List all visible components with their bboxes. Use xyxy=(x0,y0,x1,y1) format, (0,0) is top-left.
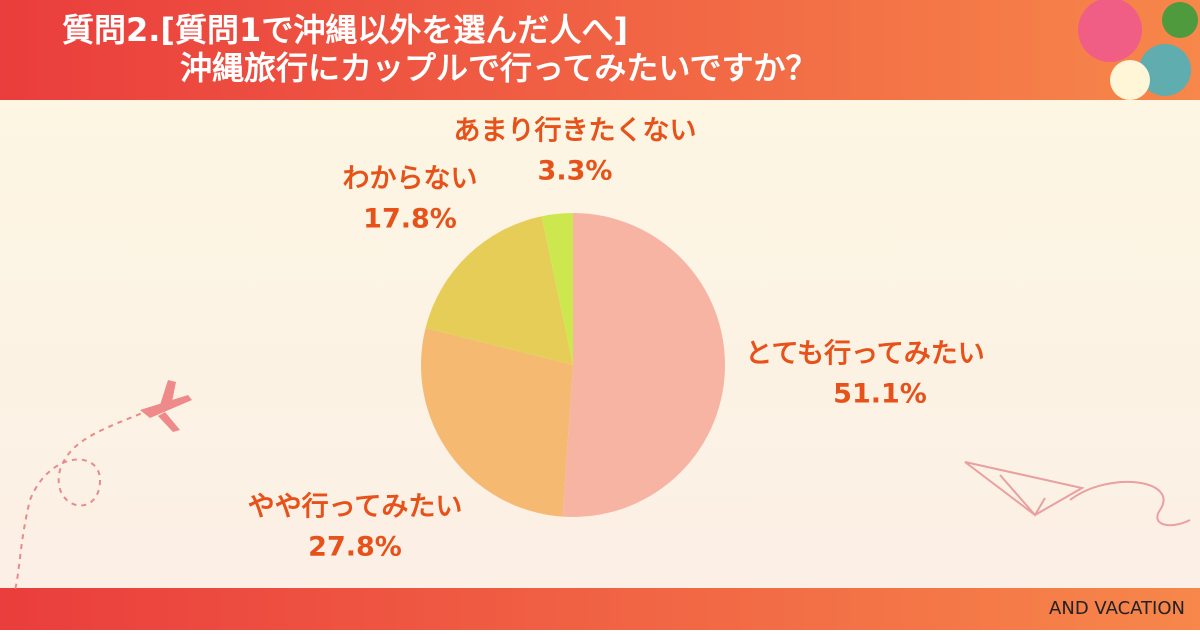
slice-label: やや行ってみたい xyxy=(248,491,463,523)
header-band xyxy=(0,0,1200,100)
pie-slice xyxy=(541,213,573,365)
footer-band xyxy=(0,588,1200,630)
footer-text: AND VACATION xyxy=(1049,598,1185,619)
slice-value-label: 17.8% xyxy=(363,204,457,235)
flowers xyxy=(1078,0,1198,100)
slice-value-label: 3.3% xyxy=(538,156,613,187)
pie-slice xyxy=(562,213,726,517)
chart-subtitle: 沖縄旅行にカップルで行ってみたいですか？ xyxy=(180,49,817,87)
pie-slice xyxy=(420,328,573,517)
slice-label: わからない xyxy=(343,164,478,195)
slice-label: とても行ってみたい xyxy=(745,338,985,370)
airplane-decoration xyxy=(14,380,1191,591)
pie-slice xyxy=(425,216,573,365)
slice-value-label: 51.1% xyxy=(833,379,927,410)
slice-value-label: 27.8% xyxy=(308,532,402,563)
chart-title: 質問2.[質問1で沖縄以外を選んだ人へ] xyxy=(62,11,628,49)
slice-label: あまり行きたくない xyxy=(454,115,697,147)
